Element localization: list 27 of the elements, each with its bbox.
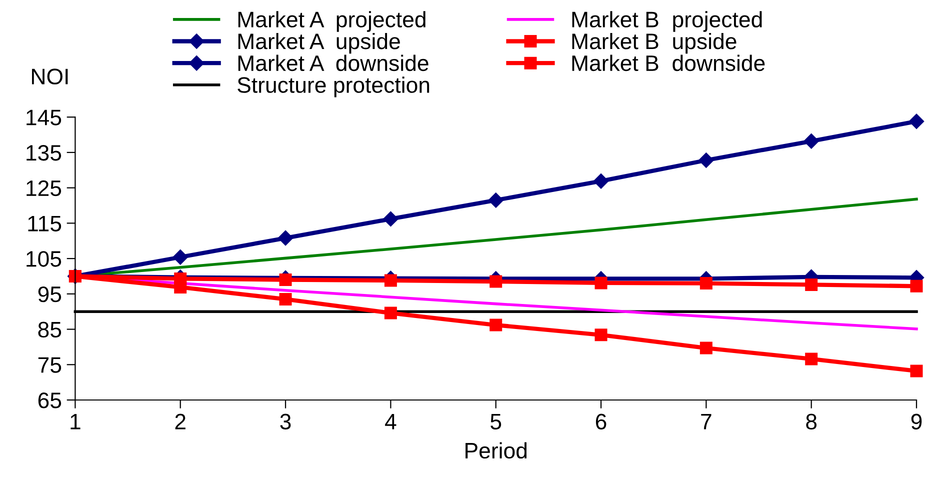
- y-tick-label: 145: [26, 110, 62, 126]
- legend-label: Market B projected: [572, 11, 762, 32]
- legend-label: Market A downside: [238, 54, 428, 72]
- y-tick-label: 135: [26, 144, 62, 161]
- y-tick-label: 105: [26, 251, 62, 267]
- legend-label: Structure protection: [238, 76, 430, 98]
- x-tick-label: 9: [911, 414, 922, 430]
- x-tick-label: 2: [175, 414, 186, 430]
- x-tick-label: 8: [806, 414, 817, 430]
- x-axis-title: Period: [466, 442, 527, 459]
- y-tick-label: 85: [38, 322, 62, 338]
- y-axis-title: NOI: [32, 68, 68, 84]
- y-tick-label: 75: [38, 357, 62, 373]
- y-tick-label: 115: [28, 216, 62, 232]
- legend-label: Market B downside: [572, 54, 765, 72]
- legend-label: Market A upside: [238, 32, 400, 54]
- y-tick-label: 125: [26, 180, 62, 196]
- x-tick-label: 4: [385, 414, 396, 430]
- x-tick-label: 3: [280, 414, 291, 430]
- y-tick-label: 95: [38, 286, 62, 302]
- legend-label: Market A projected: [238, 11, 426, 32]
- x-tick-label: 7: [701, 414, 712, 430]
- x-tick-label: 5: [490, 414, 502, 430]
- legend-label: Market B upside: [572, 32, 736, 54]
- x-tick-label: 1: [70, 414, 80, 430]
- y-tick-label: 65: [38, 392, 62, 408]
- x-tick-label: 6: [596, 414, 606, 430]
